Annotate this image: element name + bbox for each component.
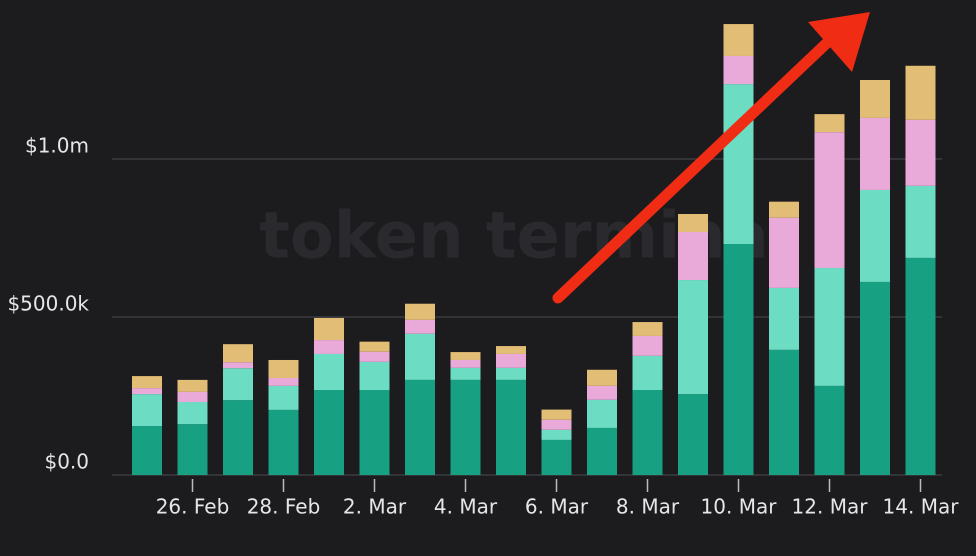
bar-segment (814, 132, 845, 269)
y-tick-label: $500.0k (7, 292, 89, 316)
bar-segment (587, 369, 617, 386)
bar-segment (496, 379, 526, 475)
bar-segment (177, 379, 208, 392)
bar-segment (450, 379, 481, 475)
bar-segment (314, 317, 344, 341)
bar-segment (177, 391, 208, 403)
bar-segment (223, 400, 253, 475)
arrow-shaft (552, 34, 836, 304)
bar-segment (632, 322, 663, 336)
bar-segment (678, 394, 708, 475)
bar-segment (723, 244, 754, 475)
x-tick-label: 4. Mar (434, 495, 498, 519)
bar-segment (587, 399, 617, 428)
bar-segment (132, 388, 162, 395)
x-tick-label: 12. Mar (792, 495, 869, 519)
bar-segment (769, 349, 799, 475)
bar-segment (314, 340, 344, 354)
bar-segment (541, 439, 572, 475)
bar-segment (723, 55, 754, 85)
bar-segment (905, 185, 936, 258)
bar-segment (769, 287, 799, 350)
bar-segment (541, 419, 572, 430)
bar-segment (359, 361, 390, 390)
bar-segment (177, 424, 208, 475)
bar-segment (132, 376, 162, 389)
bar-segment (450, 367, 481, 380)
bar-segment (314, 353, 344, 390)
bar-segment (405, 303, 435, 320)
bar-segment (723, 84, 754, 245)
bar-segment (132, 394, 162, 427)
bar-segment (632, 389, 663, 475)
bar-segment (678, 280, 708, 395)
bar-segment (814, 385, 845, 475)
bar-segment (314, 389, 344, 475)
bar-segment (860, 281, 890, 475)
plot: $0.0 $500.0k $1.0m 26. Feb 28. Feb 2. Mar 4. M… (7, 24, 960, 519)
bar-segment (496, 346, 526, 354)
bar-segment (905, 119, 936, 186)
bar-segment (223, 344, 253, 363)
x-tick-label: 10. Mar (701, 495, 778, 519)
x-tick-label: 6. Mar (525, 495, 589, 519)
bar-segment (541, 429, 572, 440)
bar-segment (632, 355, 663, 390)
bar-segment (769, 217, 799, 288)
bar-segment (450, 359, 481, 368)
bar-segment (632, 335, 663, 356)
bar-segment (405, 319, 435, 334)
x-tick-label: 2. Mar (343, 495, 407, 519)
bar-segment (678, 231, 708, 281)
x-tick-label: 8. Mar (616, 495, 680, 519)
bar-segment (268, 409, 299, 475)
bar-segment (405, 379, 435, 475)
x-tick-label: 26. Feb (156, 495, 230, 519)
bar-segment (814, 114, 845, 133)
bar-segment (405, 333, 435, 380)
bar-segment (678, 213, 708, 232)
bar-segment (223, 368, 253, 401)
arrow (552, 12, 870, 304)
bar-segment (177, 402, 208, 425)
bar-segment (359, 341, 390, 352)
y-tick-label: $0.0 (44, 450, 89, 474)
bar-segment (769, 201, 799, 218)
bar-segment (450, 352, 481, 360)
bar-segment (905, 65, 936, 120)
bar-segment (496, 367, 526, 380)
bar-segment (541, 409, 572, 420)
bar-segment (860, 117, 890, 190)
bar-segment (587, 427, 617, 475)
arrow-head (808, 12, 870, 72)
bar-segment (359, 351, 390, 362)
bar-segment (860, 80, 890, 118)
bar-segment (814, 268, 845, 386)
bar-segment (268, 385, 299, 410)
x-tick-label: 14. Mar (883, 495, 960, 519)
bar-segment (905, 257, 936, 475)
bar-segment (723, 24, 754, 56)
bar-segment (587, 385, 617, 400)
bar-segment (268, 359, 299, 378)
bar-segment (268, 377, 299, 386)
watermark: token terminal (259, 200, 791, 274)
y-tick-label: $1.0m (25, 134, 89, 158)
bar-segment (359, 389, 390, 475)
bar-segment (860, 189, 890, 282)
x-tick-label: 28. Feb (247, 495, 321, 519)
bar-segment (132, 426, 162, 475)
bar-segment (223, 362, 253, 369)
bar-segment (496, 353, 526, 368)
